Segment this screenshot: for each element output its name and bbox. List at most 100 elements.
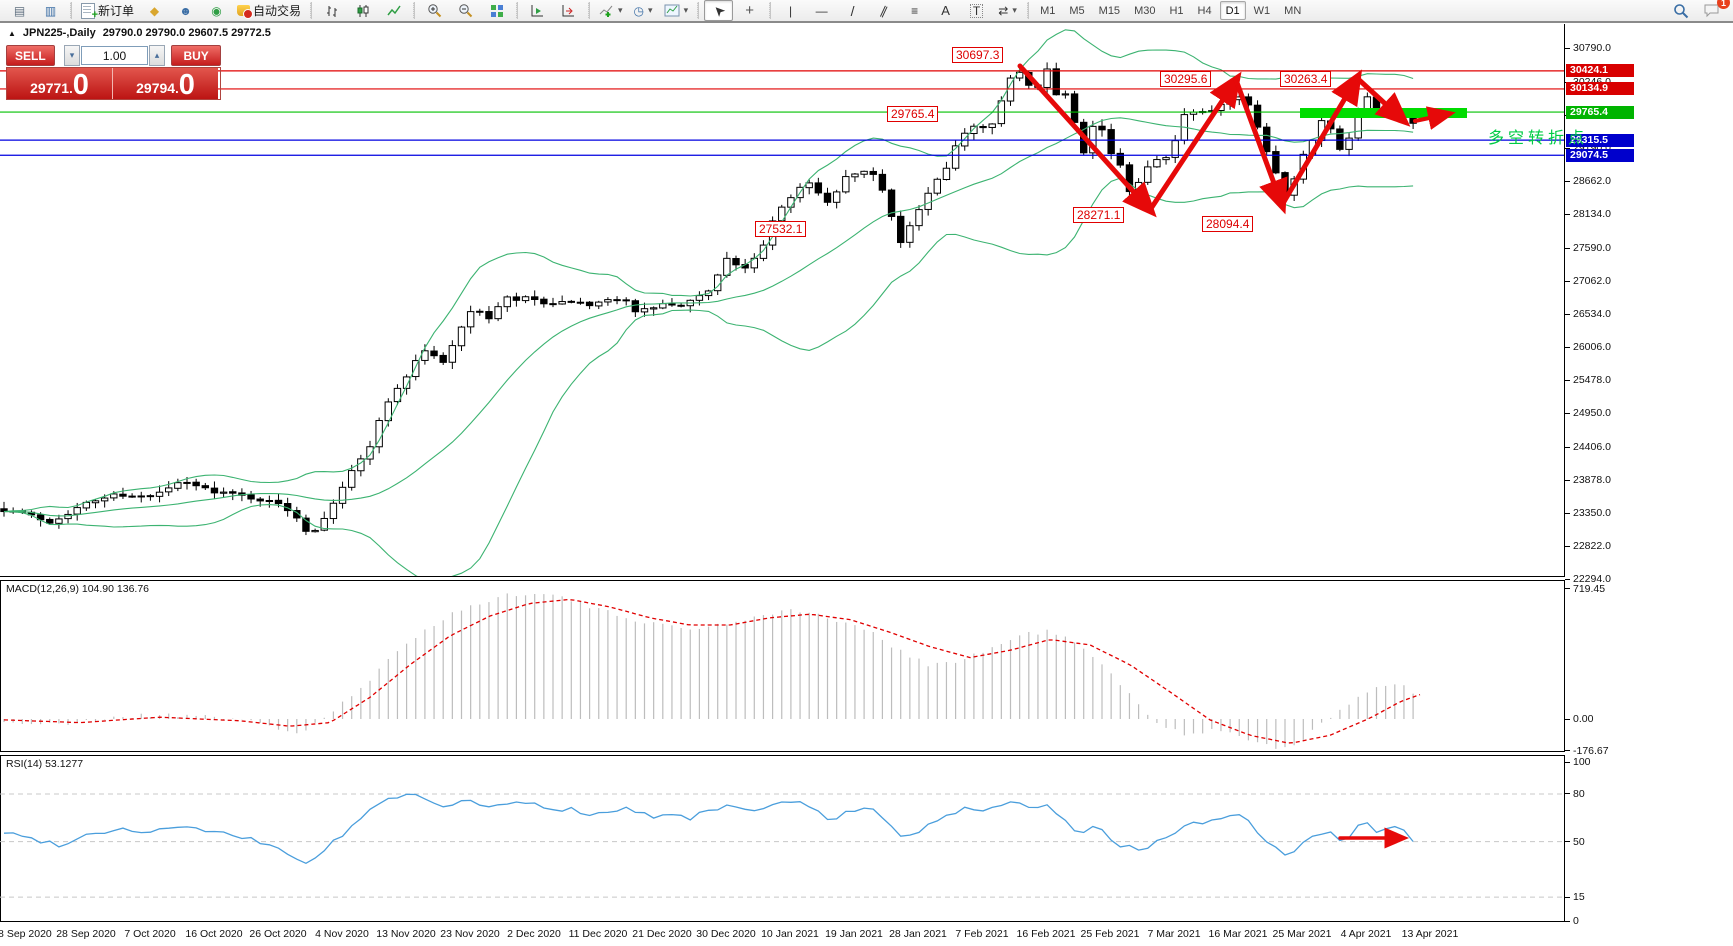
market-depth-button[interactable]: ☻ xyxy=(171,0,200,21)
ohlc-values: 29790.0 29790.0 29607.5 29772.5 xyxy=(102,27,271,39)
template-icon xyxy=(664,4,680,17)
axis-tick xyxy=(1565,213,1570,215)
horizontal-line-tool-button[interactable]: — xyxy=(807,0,836,21)
date-tick-label: 25 Mar 2021 xyxy=(1272,928,1332,940)
timeframe-button-M5[interactable]: M5 xyxy=(1069,4,1085,17)
one-click-trading-panel: SELL ▾ 1.00 ▴ BUY 29771. 0 29794. 0 xyxy=(6,45,221,100)
sell-price-int: 29771 xyxy=(30,80,70,96)
rsi-indicator-pane[interactable] xyxy=(0,755,1565,922)
date-tick-label: 23 Nov 2020 xyxy=(440,928,500,940)
price-line-axis-label: 30134.9 xyxy=(1566,82,1634,96)
axis-tick xyxy=(1565,512,1570,514)
clock-icon: ◷ xyxy=(633,3,645,18)
axis-tick-label: 26534.0 xyxy=(1573,308,1611,320)
axis-tick xyxy=(1565,479,1570,481)
period-clock-button[interactable]: ◷ ▾ xyxy=(629,0,658,21)
date-tick-label: 25 Feb 2021 xyxy=(1080,928,1140,940)
toolbar-separator xyxy=(588,2,591,19)
buy-price-panel[interactable]: 29794. 0 xyxy=(113,68,218,101)
date-tick-label: 11 Dec 2020 xyxy=(568,928,628,940)
channel-tool-button[interactable]: ∥ xyxy=(869,0,898,21)
price-annotation-label: 30263.4 xyxy=(1280,71,1332,87)
rsi-tick-label: 100 xyxy=(1573,756,1591,769)
candlestick-chart-icon xyxy=(357,4,369,17)
crosshair-tool-button[interactable]: + xyxy=(735,0,764,21)
timeframe-button-H4[interactable]: H4 xyxy=(1197,4,1212,17)
signals-button[interactable]: ◉ xyxy=(202,0,231,21)
buy-price-pip: 0 xyxy=(178,69,195,101)
template-button[interactable]: ▾ xyxy=(660,0,693,21)
data-window-button[interactable]: ▥ xyxy=(36,0,65,21)
timeframe-button-D1[interactable]: D1 xyxy=(1219,1,1246,20)
macd-histogram xyxy=(3,593,1414,749)
timeframe-button-M30[interactable]: M30 xyxy=(1134,4,1156,17)
axis-tick xyxy=(1565,545,1570,547)
bar-chart-button[interactable] xyxy=(317,0,346,21)
axis-tick xyxy=(1565,247,1570,249)
channel-icon: ∥ xyxy=(877,2,890,19)
cursor-icon: ➤ xyxy=(710,1,728,20)
sell-price-panel[interactable]: 29771. 0 xyxy=(7,68,113,100)
indicator-list-button[interactable]: ◆ xyxy=(140,0,169,21)
volume-decrease-button[interactable]: ▾ xyxy=(63,45,81,66)
add-indicator-button[interactable]: ▾ xyxy=(595,0,627,21)
volume-increase-button[interactable]: ▴ xyxy=(148,45,166,66)
trendline-icon: / xyxy=(850,2,855,19)
symbol-name: JPN225-,Daily xyxy=(22,27,96,39)
zoom-out-icon xyxy=(459,4,473,18)
notifications-button[interactable]: 1 xyxy=(1697,0,1730,21)
volume-input[interactable]: 1.00 xyxy=(81,46,148,65)
macd-indicator-pane[interactable] xyxy=(0,580,1565,752)
autotrading-button[interactable]: 自动交易 xyxy=(233,0,305,21)
line-chart-button[interactable] xyxy=(379,0,408,21)
date-tick-label: 10 Jan 2021 xyxy=(761,928,819,940)
toolbar-separator xyxy=(516,2,519,19)
data-window-icon: ▥ xyxy=(44,3,57,18)
axis-tick xyxy=(1565,346,1570,348)
date-tick-label: 4 Nov 2020 xyxy=(315,928,369,940)
date-tick-label: 26 Oct 2020 xyxy=(249,928,307,940)
text-tool-button[interactable]: A xyxy=(931,0,960,21)
auto-scroll-button[interactable] xyxy=(523,0,552,21)
rsi-tick-label: 15 xyxy=(1573,891,1585,904)
axis-tick-label: 24406.0 xyxy=(1573,441,1611,453)
search-button[interactable] xyxy=(1666,0,1695,21)
fibonacci-tool-button[interactable]: ≡ xyxy=(900,0,929,21)
crosshair-icon: + xyxy=(745,2,754,19)
charts-window-button[interactable]: ▤ xyxy=(5,0,34,21)
price-line-axis-label: 29074.5 xyxy=(1566,148,1634,162)
chart-shift-button[interactable] xyxy=(554,0,583,21)
timeframe-button-M15[interactable]: M15 xyxy=(1098,4,1121,17)
price-annotation-label: 27532.1 xyxy=(755,221,807,237)
rsi-label: RSI(14) 53.1277 xyxy=(6,758,84,770)
label-tool-button[interactable]: T xyxy=(962,0,991,21)
timeframe-button-MN[interactable]: MN xyxy=(1284,4,1302,17)
rsi-tick-label: 0 xyxy=(1573,915,1579,927)
collapse-icon[interactable]: ▲ xyxy=(8,28,16,38)
horizontal-price-lines xyxy=(0,70,1565,156)
horizontal-line-icon: — xyxy=(815,3,828,18)
vertical-line-tool-button[interactable]: | xyxy=(776,0,805,21)
buy-button[interactable]: BUY xyxy=(171,45,221,66)
cursor-tool-button[interactable]: ➤ xyxy=(704,0,734,21)
rsi-line xyxy=(3,793,1414,865)
main-price-chart[interactable] xyxy=(0,24,1565,577)
zoom-in-button[interactable] xyxy=(420,0,449,21)
tile-windows-button[interactable] xyxy=(482,0,511,21)
date-tick-label: 18 Sep 2020 xyxy=(0,928,52,940)
trendline-tool-button[interactable]: / xyxy=(838,0,867,21)
turning-point-note: 多空转折点 xyxy=(1488,130,1589,147)
axis-tick xyxy=(1565,793,1570,795)
zoom-out-button[interactable] xyxy=(451,0,480,21)
candle-chart-button[interactable] xyxy=(348,0,377,21)
add-indicator-icon xyxy=(599,5,613,17)
date-tick-label: 7 Mar 2021 xyxy=(1147,928,1201,940)
arrows-tool-button[interactable]: ⇄ ▾ xyxy=(993,0,1022,21)
timeframe-button-W1[interactable]: W1 xyxy=(1253,4,1271,17)
new-order-button[interactable]: + 新订单 xyxy=(77,0,138,21)
sell-button[interactable]: SELL xyxy=(6,45,55,66)
timeframe-button-H1[interactable]: H1 xyxy=(1169,4,1184,17)
timeframe-button-M1[interactable]: M1 xyxy=(1040,4,1056,17)
buy-price-int: 29794 xyxy=(136,80,176,96)
